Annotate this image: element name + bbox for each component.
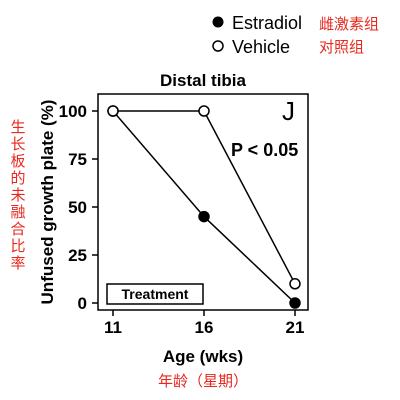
y-axis-title: Unfused growth plate (%) [38, 100, 57, 305]
data-point-vehicle [198, 105, 210, 117]
legend-label-estradiol-cn: 雌激素组 [319, 15, 379, 33]
legend: Estradiol 雌激素组 Vehicle 对照组 [212, 13, 379, 57]
series-points [107, 105, 301, 309]
legend-label-estradiol: Estradiol [232, 13, 302, 33]
y-tick-label: 75 [68, 150, 87, 169]
x-axis-title: Age (wks) [163, 347, 243, 366]
data-point-vehicle [289, 278, 301, 290]
x-axis-title-cn: 年龄（星期） [158, 372, 248, 390]
x-tick-label: 16 [195, 318, 214, 337]
data-point-estradiol [289, 297, 301, 309]
y-axis-title-cn-text: 生长板的未融合比率 [10, 118, 25, 272]
y-tick-label: 100 [59, 102, 87, 121]
y-tick-label: 0 [78, 294, 87, 313]
y-tick-label: 50 [68, 198, 87, 217]
legend-label-vehicle: Vehicle [232, 37, 290, 57]
y-axis-title-cn: 生长板的未融合比率 [10, 118, 25, 272]
legend-marker-estradiol [212, 16, 224, 28]
x-axis: 11 16 21 [104, 310, 304, 337]
x-tick-label: 21 [286, 318, 305, 337]
legend-label-vehicle-cn: 对照组 [319, 38, 364, 56]
x-tick-label: 11 [104, 318, 122, 337]
series-line-vehicle [113, 110, 296, 285]
chart-title: Distal tibia [160, 71, 247, 90]
data-point-estradiol [198, 210, 210, 223]
panel-letter: J [282, 96, 295, 126]
y-tick-label: 25 [68, 246, 87, 265]
treatment-box [106, 283, 204, 305]
p-value-annotation: P < 0.05 [231, 140, 298, 160]
y-axis: 0 25 50 75 100 [59, 102, 98, 313]
plot-frame [97, 93, 309, 311]
treatment-label: Treatment [122, 286, 189, 302]
data-point-vehicle [107, 105, 119, 117]
legend-marker-vehicle [212, 40, 224, 52]
